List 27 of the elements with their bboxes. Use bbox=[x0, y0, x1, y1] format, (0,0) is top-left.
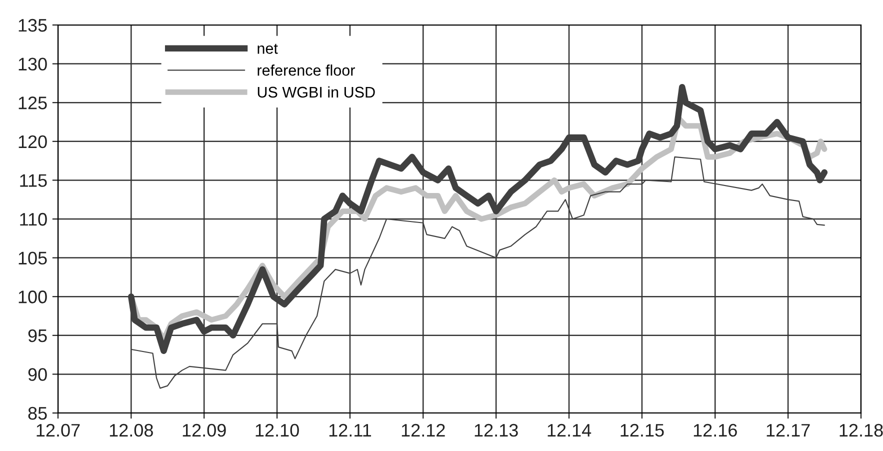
x-tick-label: 12.18 bbox=[840, 424, 883, 437]
x-tick-label: 12.16 bbox=[694, 424, 737, 437]
x-tick-label: 12.08 bbox=[110, 424, 153, 437]
y-tick-label: 125 bbox=[18, 96, 47, 110]
y-tick-label: 85 bbox=[28, 406, 47, 420]
x-tick-label: 12.15 bbox=[620, 424, 664, 437]
line-series bbox=[130, 156, 825, 389]
x-tick-label: 12.17 bbox=[766, 424, 810, 436]
x-tick-label: 12.10 bbox=[256, 424, 299, 437]
y-tick-label: 135 bbox=[18, 18, 47, 32]
y-tick-label: 100 bbox=[18, 290, 47, 304]
y-tick-label: 115 bbox=[20, 174, 47, 187]
y-tick-label: 110 bbox=[20, 212, 47, 226]
legend-label: US WGBI in USD bbox=[258, 86, 375, 98]
y-tick-label: 120 bbox=[18, 135, 47, 148]
x-tick-label: 12.11 bbox=[329, 424, 372, 436]
x-tick-label: 12.12 bbox=[402, 424, 445, 436]
x-tick-label: 12.14 bbox=[548, 424, 592, 436]
y-tick-label: 105 bbox=[18, 252, 47, 265]
legend-label: net bbox=[258, 44, 278, 54]
y-tick-label: 90 bbox=[28, 368, 47, 381]
x-tick-label: 12.09 bbox=[182, 424, 226, 437]
x-tick-label: 12.13 bbox=[474, 424, 518, 437]
y-tick-label: 130 bbox=[18, 58, 47, 71]
y-tick-label: 95 bbox=[28, 329, 47, 342]
legend-label: reference floor bbox=[258, 64, 355, 76]
x-tick-label: 12.07 bbox=[36, 424, 80, 437]
